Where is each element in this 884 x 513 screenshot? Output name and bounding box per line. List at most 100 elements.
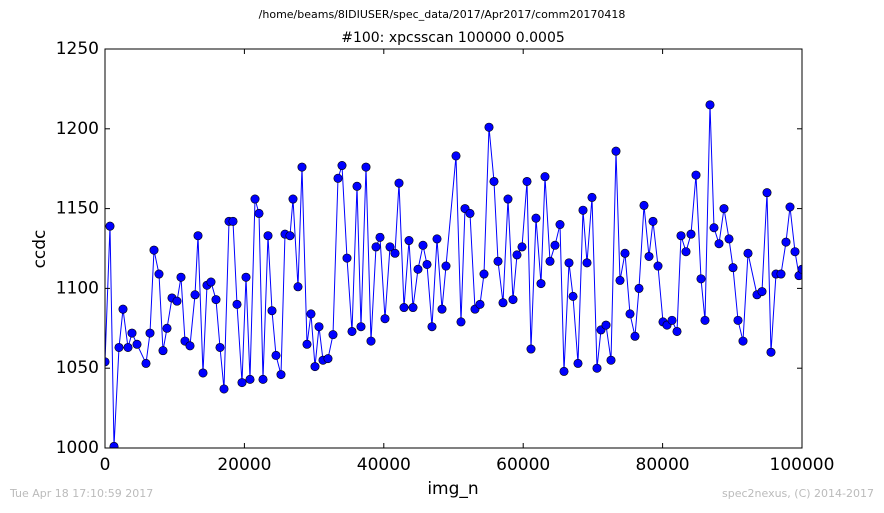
data-point (630, 331, 640, 341)
data-point (375, 232, 385, 242)
data-point (314, 322, 324, 332)
data-point (568, 291, 578, 301)
data-point (185, 341, 195, 351)
data-point (413, 264, 423, 274)
data-point (337, 161, 347, 171)
data-point (228, 216, 238, 226)
data-point (441, 261, 451, 271)
data-point (162, 323, 172, 333)
data-point (503, 194, 513, 204)
data-point (347, 326, 357, 336)
data-point (781, 237, 791, 247)
data-point (606, 355, 616, 365)
data-point (545, 256, 555, 266)
data-point (267, 306, 277, 316)
data-point (219, 384, 229, 394)
y-axis-label: ccdc (30, 230, 50, 269)
data-point (724, 234, 734, 244)
data-point (105, 221, 115, 231)
chart-title: #100: xpcsscan 100000 0.0005 (341, 30, 565, 46)
data-point (766, 347, 776, 357)
data-point (123, 342, 133, 352)
data-point (306, 309, 316, 319)
data-point (418, 240, 428, 250)
data-point (127, 328, 137, 338)
data-point (762, 188, 772, 198)
data-point (408, 303, 418, 313)
data-point (380, 314, 390, 324)
data-point (709, 223, 719, 233)
data-point (743, 248, 753, 258)
y-tick-label: 1250 (56, 39, 99, 59)
data-point (522, 176, 532, 186)
data-point (648, 216, 658, 226)
data-point (451, 151, 461, 161)
data-point (254, 208, 264, 218)
data-point (653, 261, 663, 271)
data-point (293, 282, 303, 292)
data-point (479, 269, 489, 279)
data-point (573, 358, 583, 368)
x-tick-label: 60000 (496, 455, 550, 475)
data-point (634, 283, 644, 293)
data-point (559, 366, 569, 376)
data-point (790, 247, 800, 257)
data-point (241, 272, 251, 282)
data-point (141, 358, 151, 368)
data-point (728, 263, 738, 273)
data-point (686, 229, 696, 239)
data-point (432, 234, 442, 244)
data-point (540, 172, 550, 182)
data-point (714, 239, 724, 249)
data-point (592, 363, 602, 373)
data-point (427, 322, 437, 332)
data-point (215, 342, 225, 352)
y-tick-label: 1050 (56, 358, 99, 378)
data-point (700, 315, 710, 325)
data-point (512, 250, 522, 260)
data-point (193, 231, 203, 241)
data-point (328, 330, 338, 340)
x-axis-label: img_n (427, 479, 478, 499)
data-point (109, 441, 119, 448)
data-point (114, 342, 124, 352)
data-point (190, 290, 200, 300)
data-point (615, 275, 625, 285)
data-point (738, 336, 748, 346)
data-point (361, 162, 371, 172)
data-point (172, 296, 182, 306)
data-point (206, 277, 216, 287)
data-point (422, 259, 432, 269)
data-point (149, 245, 159, 255)
y-tick-label: 1100 (56, 278, 99, 298)
data-point (271, 350, 281, 360)
y-tick-label: 1000 (56, 438, 99, 458)
data-point (564, 258, 574, 268)
data-point (245, 374, 255, 384)
data-point (437, 304, 447, 314)
data-point (297, 162, 307, 172)
data-point (776, 269, 786, 279)
data-point (366, 336, 376, 346)
data-point (232, 299, 242, 309)
data-point (493, 256, 503, 266)
data-point (757, 287, 767, 297)
data-point (733, 315, 743, 325)
x-tick-label: 100000 (770, 455, 835, 475)
data-point (681, 247, 691, 257)
data-point (696, 274, 706, 284)
data-point (371, 242, 381, 252)
data-point (394, 178, 404, 188)
data-point (288, 194, 298, 204)
data-point (644, 251, 654, 261)
data-point (691, 170, 701, 180)
data-point (237, 378, 247, 388)
axes-frame (104, 48, 803, 449)
data-point (582, 258, 592, 268)
data-point (536, 279, 546, 289)
data-point (705, 100, 715, 110)
timestamp: Tue Apr 18 17:10:59 2017 (9, 487, 153, 500)
